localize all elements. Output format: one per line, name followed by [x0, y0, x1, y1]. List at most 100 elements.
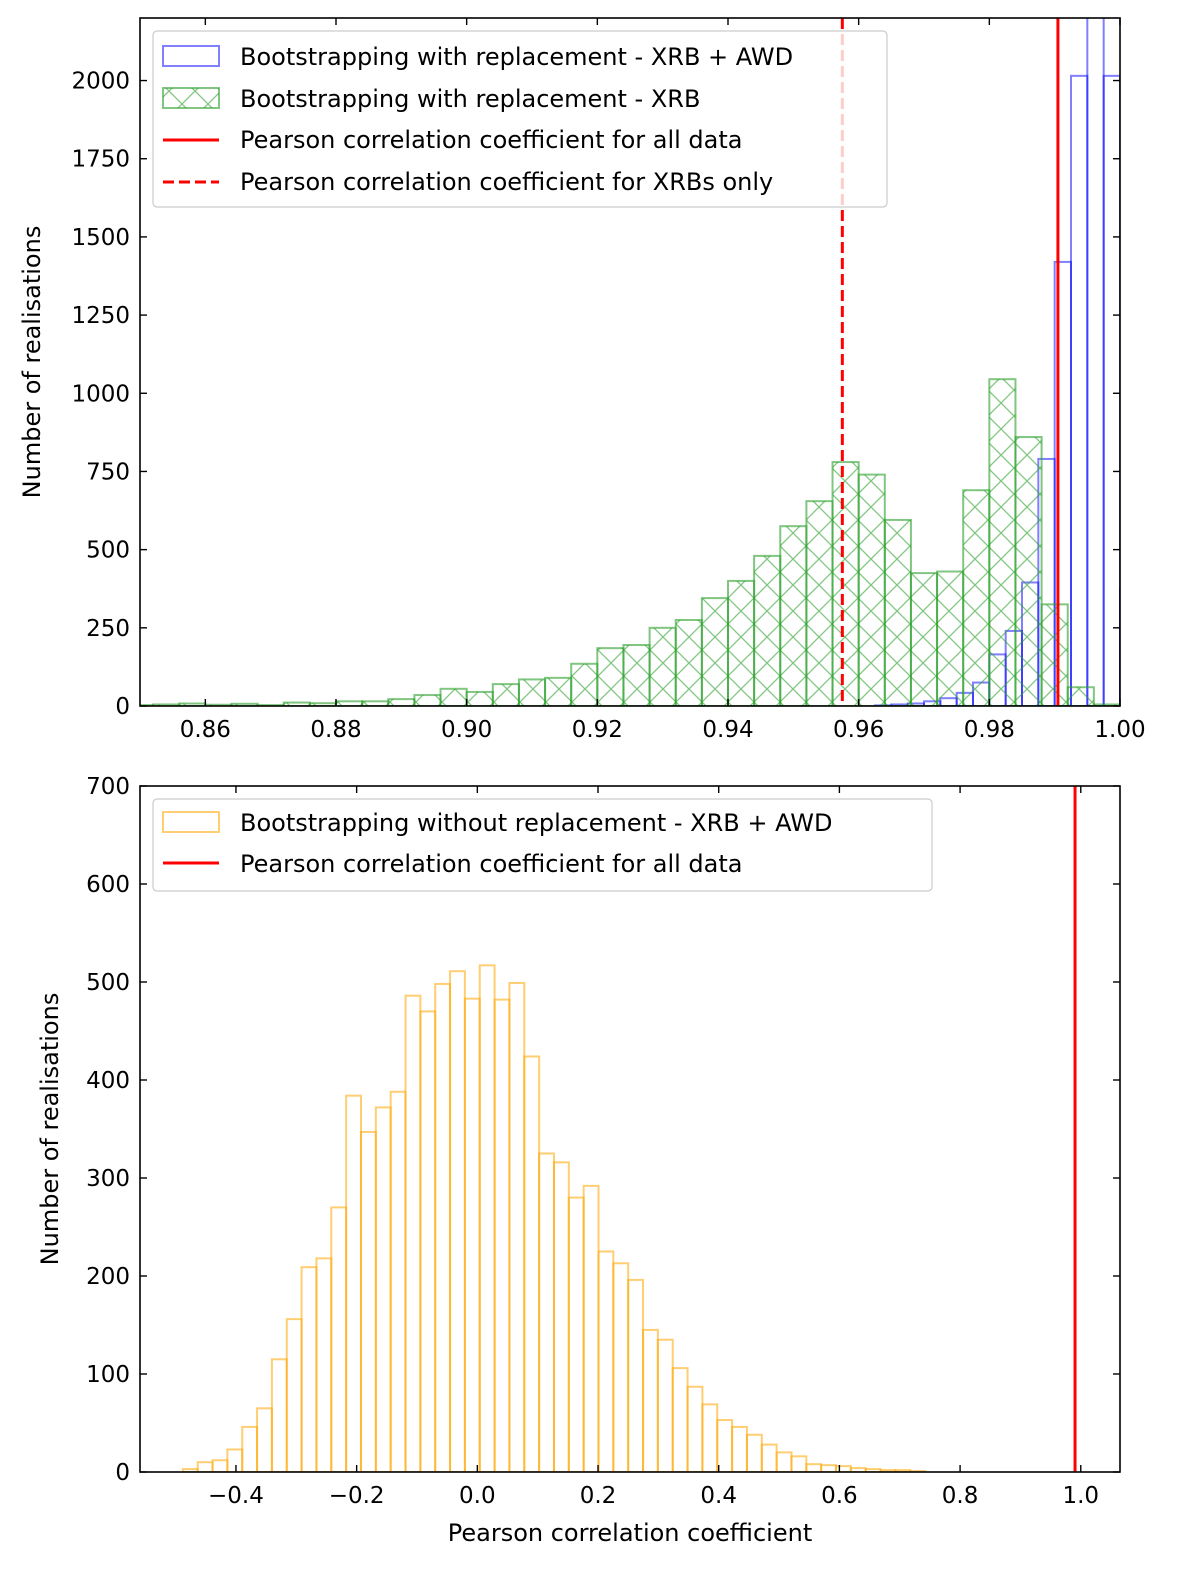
bottom-series-0-bar-22	[508, 981, 526, 1472]
top-series-1-bar-26	[779, 525, 808, 706]
top-series-1-bar-15	[491, 683, 520, 706]
bottom-y-axis-label: Number of realisations	[36, 993, 64, 1266]
top-x-tick-label-3: 0.92	[572, 717, 623, 743]
top-series-1-bar-25	[753, 554, 782, 706]
top-series-1-bar-12	[413, 694, 442, 706]
bottom-series-0-bar-31	[642, 1328, 659, 1472]
legend-label-xrb: Bootstrapping with replacement - XRB	[240, 85, 700, 113]
top-axis-ticks: 0.86 0.88 0.90 0.92 0.94 0.96 0.98 1.00 0 250 500 7…	[71, 18, 1146, 743]
bottom-series-0-bar-8	[300, 1266, 318, 1472]
top-series-1-bar-33	[962, 489, 991, 706]
legend-swatch-xrb-awd	[162, 45, 220, 67]
bottom-series-0-bar-7	[285, 1318, 303, 1472]
bottom-series-0-bar-36	[716, 1419, 734, 1472]
top-series-1-bar-32	[936, 570, 965, 706]
bottom-x-tick-label-7: 1.0	[1062, 1483, 1099, 1509]
bottom-series-0-bar-4	[241, 1425, 259, 1472]
top-series-1-bar-31	[909, 572, 939, 706]
bottom-series-0	[181, 964, 927, 1472]
bottom-y-tick-label-2: 200	[86, 1264, 130, 1290]
legend-swatch-without-replacement	[162, 811, 220, 833]
bottom-series-0-bar-16	[419, 1010, 437, 1472]
top-y-tick-label-3: 750	[86, 459, 130, 485]
bottom-x-axis-label: Pearson correlation coefficient	[448, 1519, 813, 1547]
bottom-x-tick-label-5: 0.6	[821, 1483, 858, 1509]
top-y-axis-label: Number of realisations	[18, 226, 46, 499]
bottom-series-0-bar-23	[523, 1055, 541, 1472]
bottom-legend: Bootstrapping without replacement - XRB …	[152, 798, 933, 892]
bottom-x-tick-label-1: −0.2	[329, 1483, 385, 1509]
bottom-y-tick-label-7: 700	[86, 774, 130, 800]
top-y-tick-label-7: 1750	[71, 147, 130, 173]
bottom-x-tick-label-3: 0.2	[580, 1483, 617, 1509]
top-x-tick-label-4: 0.94	[702, 717, 753, 743]
top-series-1-bar-22	[674, 619, 703, 706]
bottom-histogram-panel: −0.4 −0.2 0.0 0.2 0.4 0.6 0.8 1.0 0 100 200 300 400 5…	[36, 774, 1121, 1547]
bottom-x-tick-label-6: 0.8	[942, 1483, 979, 1509]
legend-label-all-data-bottom: Pearson correlation coefficient for all …	[240, 850, 742, 878]
bottom-series-0-bar-33	[671, 1367, 689, 1472]
bottom-series-0-bar-1	[196, 1461, 214, 1472]
top-plot-area	[140, 18, 1120, 706]
top-y-tick-label-2: 500	[86, 538, 130, 564]
top-series-1-bar-21	[648, 626, 677, 706]
legend-label-all-data: Pearson correlation coefficient for all …	[240, 126, 742, 154]
bottom-series-0-bar-9	[315, 1257, 333, 1472]
top-series-1	[140, 378, 1120, 706]
bottom-x-tick-label-2: 0.0	[459, 1483, 496, 1509]
top-series-1-bar-29	[857, 473, 886, 706]
top-y-tick-label-8: 2000	[71, 69, 130, 95]
bottom-series-0-bar-26	[567, 1196, 585, 1472]
top-series-1-bar-14	[465, 690, 494, 706]
bottom-series-0-bar-25	[552, 1161, 570, 1472]
top-x-tick-label-1: 0.88	[310, 717, 361, 743]
top-series-0-bar-28	[1086, 18, 1105, 706]
bottom-series-0-bar-19	[463, 997, 481, 1472]
top-x-tick-label-0: 0.86	[180, 717, 231, 743]
top-x-tick-label-7: 1.00	[1094, 717, 1145, 743]
top-series-1-bar-24	[727, 579, 756, 706]
bottom-series-0-bar-40	[775, 1451, 793, 1472]
top-x-tick-label-2: 0.90	[441, 717, 492, 743]
top-y-tick-label-1: 250	[86, 616, 130, 642]
bottom-series-0-bar-21	[493, 998, 511, 1472]
top-x-tick-label-6: 0.98	[964, 717, 1015, 743]
bottom-y-tick-label-1: 100	[86, 1362, 130, 1388]
top-series-1-bar-19	[596, 647, 625, 706]
top-series-1-bar-30	[883, 518, 912, 706]
top-y-tick-label-6: 1500	[71, 225, 130, 251]
top-series-1-bar-34	[988, 378, 1017, 706]
bottom-series-0-bar-3	[226, 1448, 244, 1472]
top-series-1-bar-13	[439, 687, 468, 706]
top-series-0-bar-30	[1119, 587, 1120, 706]
top-axes-frame	[139, 17, 1121, 707]
top-series-1-bar-20	[622, 644, 651, 706]
top-series-1-bar-35	[1014, 436, 1043, 706]
top-series-1-bar-37	[1066, 686, 1095, 706]
bottom-series-0-bar-42	[805, 1463, 823, 1472]
bottom-series-0-bar-6	[270, 1358, 288, 1472]
top-series-1-bar-18	[570, 662, 599, 706]
bottom-series-0-bar-18	[449, 970, 466, 1472]
bottom-series-0-bar-20	[478, 964, 496, 1472]
bottom-y-tick-label-0: 0	[115, 1460, 130, 1486]
bottom-y-tick-label-4: 400	[86, 1068, 130, 1094]
bottom-series-0-bar-30	[627, 1278, 645, 1472]
bottom-series-0-bar-17	[434, 982, 452, 1472]
bottom-series-0-bar-44	[835, 1465, 852, 1472]
bottom-series-0-bar-24	[538, 1152, 555, 1472]
bottom-series-0-bar-27	[582, 1184, 600, 1472]
legend-swatch-xrb	[162, 87, 220, 109]
top-series-1-bar-28	[831, 461, 860, 706]
bottom-x-tick-label-4: 0.4	[700, 1483, 737, 1509]
legend-label-xrbs-only: Pearson correlation coefficient for XRBs…	[240, 168, 773, 196]
bottom-y-tick-label-5: 500	[86, 970, 130, 996]
bottom-y-tick-label-6: 600	[86, 872, 130, 898]
bottom-series-0-bar-35	[701, 1403, 719, 1472]
bottom-axis-ticks: −0.4 −0.2 0.0 0.2 0.4 0.6 0.8 1.0 0 100 200 300 400 5…	[86, 774, 1120, 1509]
legend-label-xrb-awd: Bootstrapping with replacement - XRB + A…	[240, 43, 793, 71]
bottom-series-0-bar-5	[256, 1407, 273, 1472]
bottom-series-0-bar-37	[731, 1425, 748, 1472]
top-series-1-bar-23	[700, 597, 729, 706]
